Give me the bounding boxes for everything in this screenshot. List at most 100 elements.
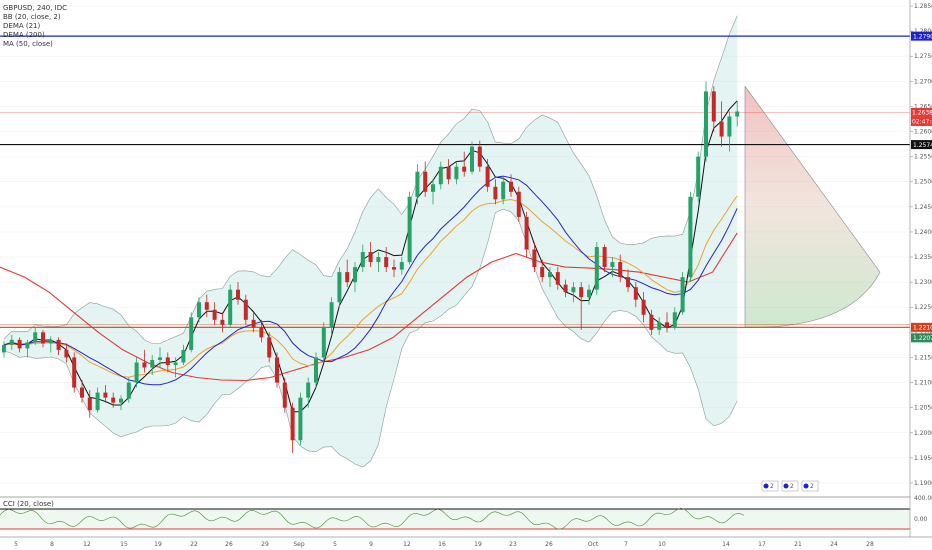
date-tick-label[interactable]: 16 (438, 541, 446, 548)
candle-body (696, 156, 701, 197)
date-tick-label[interactable]: 9 (369, 541, 373, 548)
cci-tick-label[interactable]: 400.00 (914, 495, 932, 502)
price-tick-label[interactable]: 1.2850 (914, 3, 932, 10)
cci-band-fill (0, 509, 910, 529)
chart-title: GBPUSD, 240, IDC (3, 4, 67, 12)
candle-body (80, 387, 84, 398)
candle-body (626, 277, 630, 288)
price-tick-label[interactable]: 1.2750 (914, 53, 932, 60)
event-flag-icon[interactable] (801, 480, 819, 492)
candle-body (501, 181, 506, 200)
date-tick-label[interactable]: 24 (830, 541, 838, 548)
candle-body (251, 319, 256, 328)
candle-body (181, 349, 186, 363)
price-tick-label[interactable]: 1.2550 (914, 154, 932, 161)
date-tick-label[interactable]: 8 (50, 541, 54, 548)
candle-body (2, 344, 6, 353)
ma-50-line (3, 195, 738, 378)
price-tag-label: 1.2638 (912, 110, 932, 117)
date-tick-label[interactable]: 21 (794, 541, 802, 548)
candle-body (9, 339, 14, 345)
candle-body (446, 166, 451, 180)
candle-body (665, 322, 669, 328)
cci-title: CCI (20, close) (3, 500, 54, 508)
price-tick-label[interactable]: 1.2500 (914, 179, 932, 186)
date-tick-label[interactable]: 26 (545, 541, 553, 548)
level-tag-label: 1.2790 (913, 33, 932, 40)
date-tick-label[interactable]: 12 (403, 541, 411, 548)
candle-body (727, 116, 732, 137)
price-tick-label[interactable]: 1.2150 (914, 354, 932, 361)
candle-body (290, 407, 295, 441)
price-tick-label[interactable]: 1.1950 (914, 455, 932, 462)
candle-body (493, 186, 498, 200)
date-tick-label[interactable]: 7 (624, 541, 628, 548)
flag-marker-icon (763, 483, 769, 489)
candle-body (321, 327, 326, 358)
event-flags[interactable]: 2 2 2 (761, 480, 819, 492)
candle-body (454, 166, 459, 180)
candle-body (462, 166, 467, 172)
candle-body (438, 166, 443, 185)
horizontal-levels[interactable] (0, 35, 910, 328)
candle-body (563, 284, 568, 293)
candle-body (158, 357, 162, 360)
price-tick-label[interactable]: 1.2300 (914, 279, 932, 286)
bollinger-basis-line (3, 175, 738, 386)
candle-body (126, 382, 131, 399)
date-tick-label[interactable]: 12 (83, 541, 91, 548)
date-tick-label[interactable]: 22 (190, 541, 198, 548)
price-tick-label[interactable]: 1.2350 (914, 254, 932, 261)
candle-body (524, 216, 529, 250)
price-tick-label[interactable]: 1.2800 (914, 28, 932, 35)
date-axis[interactable]: 5 8 12 15 19 22 26 29 Sep 5 9 12 16 19 23 26 Oct 7 10 14 17 2… (14, 541, 874, 548)
price-tick-label[interactable]: 1.2600 (914, 129, 932, 136)
candle-body (345, 272, 350, 283)
price-tick-label[interactable]: 1.2100 (914, 380, 932, 387)
price-axis[interactable]: 1.2850 1.2800 1.2750 1.2700 1.2650 1.2600 1.25… (910, 3, 932, 487)
date-tick-label[interactable]: 5 (14, 541, 18, 548)
price-tick-label[interactable]: 1.2400 (914, 229, 932, 236)
candle-body (633, 287, 638, 300)
date-tick-label[interactable]: Oct (588, 541, 599, 548)
candle-body (41, 332, 45, 344)
candle-body (298, 397, 303, 441)
date-tick-label[interactable]: Sep (293, 541, 305, 548)
date-tick-label[interactable]: 10 (658, 541, 666, 548)
candle-body (111, 397, 116, 403)
date-tick-label[interactable]: 19 (474, 541, 482, 548)
candle-body (376, 257, 381, 263)
date-tick-label[interactable]: 14 (722, 541, 730, 548)
candle-body (103, 392, 108, 398)
price-tick-label[interactable]: 1.1900 (914, 480, 932, 487)
date-tick-label[interactable]: 17 (758, 541, 766, 548)
price-tick-label[interactable]: 1.2000 (914, 430, 932, 437)
cci-tick-label[interactable]: 0.00 (914, 516, 928, 523)
price-tick-label[interactable]: 1.2700 (914, 78, 932, 85)
price-tick-label[interactable]: 1.2050 (914, 405, 932, 412)
price-tags: 1.2790 1.2574 1.2210 1.2207 1.2638 02:47:02 (911, 31, 932, 343)
level-tag-bg (911, 322, 932, 332)
price-tick-label[interactable]: 1.2200 (914, 329, 932, 336)
event-flag-icon[interactable] (761, 480, 779, 492)
date-tick-label[interactable]: 28 (866, 541, 874, 548)
date-tick-label[interactable]: 15 (120, 541, 128, 548)
candle-body (368, 252, 373, 263)
date-tick-label[interactable]: 19 (154, 541, 162, 548)
price-tick-label[interactable]: 1.2450 (914, 204, 932, 211)
candle-body (119, 398, 123, 403)
date-tick-label[interactable]: 5 (333, 541, 337, 548)
date-tick-label[interactable]: 26 (225, 541, 233, 548)
candle-body (25, 342, 30, 349)
cci-axis[interactable]: 400.00 0.00 (914, 495, 932, 523)
event-flag-icon[interactable] (781, 480, 799, 492)
candle-body (649, 314, 654, 330)
candle-body (267, 337, 272, 358)
price-tick-label[interactable]: 1.2250 (914, 304, 932, 311)
date-tick-label[interactable]: 23 (509, 541, 517, 548)
candle-body (236, 289, 240, 300)
price-tick-label[interactable]: 1.2650 (914, 103, 932, 110)
date-tick-label[interactable]: 29 (261, 541, 269, 548)
candle-body (142, 362, 147, 368)
